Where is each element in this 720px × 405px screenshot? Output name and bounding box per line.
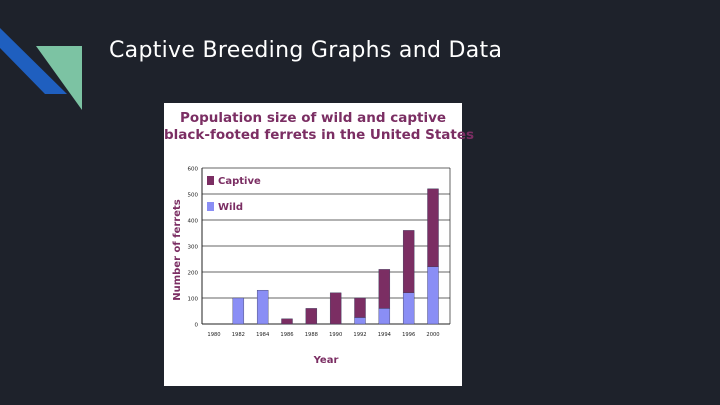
bar-wild-1982 <box>232 297 245 325</box>
bar-captive-1996 <box>402 230 415 294</box>
corner-decoration <box>0 28 82 110</box>
chart-title: Population size of wild and captive blac… <box>164 110 475 144</box>
chart-image: Population size of wild and captive blac… <box>164 103 475 386</box>
legend-swatch-captive <box>207 176 214 185</box>
x-tick-label: 1982 <box>232 332 245 338</box>
bar-wild-1996 <box>402 292 415 325</box>
x-tick-label: 2000 <box>426 332 439 338</box>
y-tick-label: 400 <box>188 219 199 225</box>
x-tick-label: 1994 <box>378 332 392 338</box>
y-axis-label: Number of ferrets <box>172 199 183 301</box>
y-tick-label: 300 <box>188 245 199 251</box>
corner-blue-shape <box>0 28 67 94</box>
slide-title: Captive Breeding Graphs and Data <box>109 38 503 63</box>
legend-label-captive: Captive <box>218 176 261 187</box>
x-tick-label: 1992 <box>353 332 366 338</box>
x-tick-label: 1984 <box>256 332 270 338</box>
bar-wild-1992 <box>354 317 366 325</box>
chart-title-line-1: Population size of wild and captive <box>179 110 447 126</box>
y-tick-label: 600 <box>188 167 199 173</box>
x-tick-label: 1990 <box>329 332 342 338</box>
bar-captive-1988 <box>305 308 318 325</box>
x-tick-label: 1996 <box>402 332 415 338</box>
x-axis-label: Year <box>313 355 339 366</box>
corner-green-shape <box>36 46 82 110</box>
x-tick-label: 1980 <box>207 332 220 338</box>
bar-wild-2000 <box>427 266 439 325</box>
y-tick-label: 500 <box>188 193 199 199</box>
x-tick-label: 1986 <box>280 332 293 338</box>
y-tick-label: 200 <box>188 271 199 277</box>
legend-swatch-wild <box>207 202 214 211</box>
bar-wild-1984 <box>256 289 269 325</box>
y-tick-label: 100 <box>188 297 199 303</box>
bar-captive-1990 <box>329 292 342 325</box>
bar-captive-2000 <box>427 188 439 268</box>
bar-captive-1992 <box>354 297 366 318</box>
x-tick-label: 1988 <box>305 332 318 338</box>
bar-captive-1986 <box>281 318 293 325</box>
bar-captive-1994 <box>378 269 391 309</box>
chart-plot: 0 100 200 300 400 500 600 1980 1982 1984 1986 1988 1… <box>172 167 451 366</box>
legend-label-wild: Wild <box>218 202 243 213</box>
y-tick-label: 0 <box>195 323 199 329</box>
chart-title-line-2: black-footed ferrets in the United State… <box>164 127 475 143</box>
bar-wild-1994 <box>378 308 391 325</box>
